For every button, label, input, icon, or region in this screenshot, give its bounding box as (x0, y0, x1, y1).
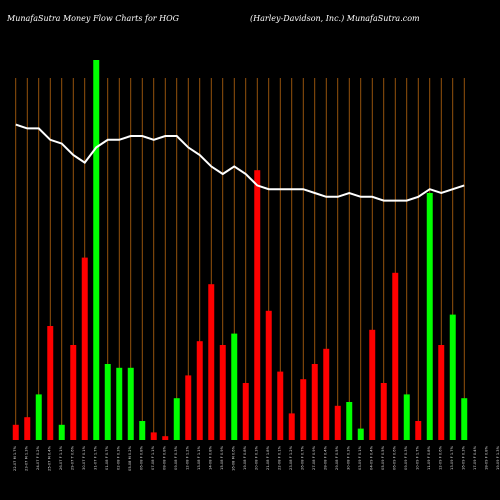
x-tick-label: 29-07 T 0.6% (70, 445, 74, 470)
flow-bar (357, 428, 364, 440)
x-tick-label: 26-07 F 1.1% (59, 445, 63, 470)
flow-bar (127, 367, 134, 440)
flow-bar (35, 394, 42, 440)
flow-bar (70, 345, 77, 440)
flow-bar (323, 348, 330, 440)
x-tick-label: 02-08 F 0.3% (116, 445, 120, 470)
x-tick-label: 16-08 M 0.6% (231, 445, 235, 471)
x-tick-label: 22-07 M 1.7% (13, 445, 17, 471)
flow-bar (288, 413, 295, 440)
flow-bar (426, 193, 433, 440)
flow-bar (334, 405, 341, 440)
x-tick-label: 01-08 F 0.7% (105, 445, 109, 470)
x-tick-label: 12-08 F 1.2% (185, 445, 189, 470)
x-tick-label: 13-09 F 1.7% (450, 445, 454, 470)
x-tick-label: 09-08 F 0.3% (174, 445, 178, 470)
flow-bar (242, 383, 249, 440)
x-tick-label: 31-07 F 1.7% (93, 445, 97, 470)
flow-bar (12, 424, 19, 440)
flow-bar (139, 421, 146, 440)
x-tick-label: 12-09 F 0.6% (438, 445, 442, 470)
x-tick-labels: 22-07 M 1.7% 23-07 M 1.3% 24-07 F 0.2% 25-0… (13, 445, 500, 471)
flow-bar (150, 432, 157, 440)
flow-bar (403, 394, 410, 440)
x-tick-label: 28-08 F 0.4% (323, 445, 327, 470)
flow-bar (449, 314, 456, 440)
chart-title: MunafaSutra Money Flow Charts for HOG (7, 14, 180, 23)
x-tick-label: 27-08 F 0.9% (312, 445, 316, 470)
x-tick-label: 11-09 F 0.8% (427, 445, 431, 470)
x-tick-label: 10-09 F 1.7% (415, 445, 419, 470)
x-tick-label: 07-08 F 1.1% (151, 445, 155, 470)
x-tick-label: 29-08 F 0.5% (335, 445, 339, 470)
flow-bar (58, 424, 65, 440)
flow-bar (300, 379, 307, 440)
x-tick-label: 14-08 F 0.8% (208, 445, 212, 470)
flow-bar (81, 257, 88, 440)
flow-bar (219, 345, 226, 440)
x-tick-label: 24-07 F 0.2% (36, 445, 40, 470)
x-tick-label: 22-08 F 0.1% (277, 445, 281, 470)
flow-bar (254, 170, 261, 440)
x-tick-label: 06-09 F 0.6% (392, 445, 396, 470)
flow-bar (415, 421, 422, 440)
x-tick-label: 16-09 F 0.3% (461, 445, 465, 470)
flow-bar (461, 398, 468, 440)
x-tick-label: 04-09 F 0.4% (369, 445, 373, 470)
x-tick-label: 19-09 F 1.3% (496, 445, 500, 470)
x-tick-label: 20-08 F 0.3% (254, 445, 258, 470)
flow-bar (24, 417, 31, 440)
flow-bar (380, 383, 387, 440)
flow-bar (392, 272, 399, 440)
x-tick-label: 25-07 M 0.4% (47, 445, 51, 471)
x-tick-label: 09-09 F 0.3% (404, 445, 408, 470)
x-tick-label: 30-08 F 0.3% (346, 445, 350, 470)
x-tick-label: 21-08 F 1.8% (266, 445, 270, 470)
x-tick-label: 23-08 F 1.2% (289, 445, 293, 470)
x-tick-label: 05-08 M 0.2% (128, 445, 132, 471)
flow-bar (277, 371, 284, 440)
flow-bar (311, 364, 318, 440)
x-tick-label: 05-09 F 0.5% (381, 445, 385, 470)
flow-bar (208, 284, 215, 440)
x-tick-label: 15-08 F 0.9% (220, 445, 224, 470)
flow-bar (231, 333, 238, 440)
flow-bar (438, 345, 445, 440)
flow-bar (185, 375, 192, 440)
flow-bar (162, 436, 169, 440)
flow-bar (173, 398, 180, 440)
x-tick-label: 08-08 F 0.8% (162, 445, 166, 470)
flow-bar (196, 341, 203, 440)
x-tick-label: 23-07 M 1.3% (24, 445, 28, 471)
x-tick-label: 17-09 F 0.4% (473, 445, 477, 470)
flow-bar (93, 60, 100, 440)
x-tick-label: 13-08 F 1.1% (197, 445, 201, 470)
x-tick-label: 06-08 F 0.8% (139, 445, 143, 470)
x-tick-label: 18-09 F 0.8% (484, 445, 488, 470)
bars (12, 60, 468, 440)
x-tick-label: 03-09 F 0.1% (358, 445, 362, 470)
chart-subtitle: (Harley-Davidson, Inc.) MunafaSutra.com (250, 14, 420, 23)
money-flow-line (15, 123, 465, 202)
flow-bar (369, 329, 376, 440)
flow-bar (116, 367, 123, 440)
x-tick-label: 19-08 F 0.8% (243, 445, 247, 470)
flow-bar (47, 326, 54, 440)
flow-line-group (15, 123, 465, 202)
x-tick-label: 26-08 F 0.7% (300, 445, 304, 470)
flow-bar (265, 310, 272, 440)
flow-bar (346, 402, 353, 440)
x-tick-label: 30-07 F 0.1% (82, 445, 86, 470)
flow-bar (104, 364, 111, 440)
